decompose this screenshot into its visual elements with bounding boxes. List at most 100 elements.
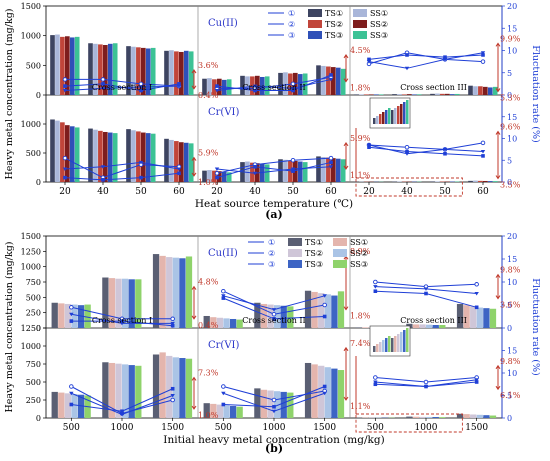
inset-bar (388, 336, 391, 352)
bar-cr-II-TS2 (216, 404, 224, 418)
bar-cu-III-TS2 (402, 94, 407, 95)
fluctuation-point (100, 165, 106, 169)
bar-cr-I-TS1 (50, 119, 55, 182)
y-tick-label: 750 (26, 278, 41, 287)
inset-bar (406, 328, 409, 352)
bar-cu-I-SS3 (135, 279, 142, 328)
annotation-arrowhead (191, 69, 197, 74)
bar-cu-III-SS1 (463, 305, 470, 328)
bar-cu-II-SS3 (302, 73, 308, 95)
bar-cr-I-TS3 (77, 394, 85, 418)
fluctuation-point (252, 171, 258, 176)
bar-cu-II-TS1 (202, 78, 207, 95)
legend-label-line: ① (288, 9, 295, 18)
x-tick-label: 20 (59, 187, 71, 197)
bar-cu-I-SS2 (65, 36, 70, 95)
legend-label-ts: TS② (325, 20, 343, 29)
bar-cu-III-SS1 (412, 324, 420, 328)
bar-cr-II-SS2 (223, 405, 230, 418)
bar-cr-I-TS2 (136, 131, 141, 182)
bar-cu-I-TS2 (98, 44, 103, 95)
y-tick-label: 1500 (21, 232, 41, 241)
bar-cr-II-TS1 (316, 156, 321, 182)
inset-bar (376, 116, 379, 124)
bar-cr-II-SS2 (293, 160, 298, 182)
bar-cr-III-SS2 (483, 180, 488, 182)
fluctuation-point (170, 316, 175, 322)
bar-cr-II-TS1 (254, 388, 261, 418)
fluctuation-point (63, 175, 67, 180)
bar-cu-II-SS2 (324, 294, 331, 328)
bar-cu-III-TS1 (392, 94, 397, 95)
x-tick-label: 50 (439, 187, 451, 197)
bar-cr-III-SS3 (439, 417, 446, 418)
bar-cr-I-SS2 (122, 364, 129, 418)
fluctuation-point (322, 391, 327, 396)
bar-cr-II-SS1 (210, 403, 217, 418)
y-tick-label: 250 (26, 396, 41, 405)
x-tick-label: 20 (363, 187, 375, 197)
bar-cu-I-TS3 (107, 43, 113, 95)
section-label: Cross section III (400, 83, 467, 92)
bar-cr-I-TS3 (179, 358, 186, 418)
fluctuation-line-3 (64, 172, 180, 181)
bar-cu-II-SS2 (223, 318, 230, 328)
fluctuation-point (404, 66, 410, 71)
fluctuation-point (253, 164, 257, 169)
annotation-arrowhead (191, 405, 197, 410)
inset-bar (382, 112, 385, 124)
annotation-arrowhead (343, 78, 349, 83)
bar-cu-II-TS2 (267, 304, 274, 328)
bar-cu-I-TS1 (102, 277, 109, 328)
bar-cr-III-TS2 (470, 414, 477, 418)
bar-cr-III-SS1 (463, 414, 470, 418)
y2-tick-label: 15 (507, 113, 517, 122)
metal-label: Cr(VI) (208, 340, 240, 351)
bar-cu-I-TS2 (115, 278, 122, 328)
y-tick-label: 750 (26, 360, 41, 369)
bar-cr-I-SS3 (150, 133, 156, 182)
panel-label: (b) (265, 442, 283, 455)
legend-label-ss: SS① (350, 238, 368, 247)
fluctuation-point (404, 144, 410, 150)
y2-tick-label: 10 (507, 135, 517, 144)
fluctuation-point (170, 321, 175, 326)
fluctuation-point (138, 160, 144, 165)
bar-cu-II-SS1 (260, 303, 268, 328)
bar-cu-II-TS3 (335, 67, 341, 95)
annotation-arrowhead (343, 141, 349, 147)
legend-swatch-TS3 (308, 31, 322, 39)
bar-cu-I-SS1 (169, 50, 174, 95)
bar-cr-I-SS3 (188, 143, 194, 182)
y2-tick-label: 0 (507, 414, 512, 423)
annotation-max: 9.8% (500, 357, 521, 366)
bar-cu-II-TS1 (203, 315, 210, 328)
bar-cu-III-SS2 (483, 86, 488, 95)
bar-cr-II-SS1 (321, 156, 326, 182)
fluctuation-point (139, 175, 143, 180)
bar-cu-II-SS1 (283, 72, 288, 95)
fluctuation-point (405, 53, 409, 57)
inset-bar (403, 330, 406, 352)
annotation-max: 8.9% (350, 247, 371, 256)
fluctuation-point (367, 57, 371, 62)
bar-cu-II-TS1 (278, 72, 283, 95)
inset-bar (400, 332, 403, 352)
bar-cr-I-SS3 (74, 127, 80, 182)
y2-tick-label: 0 (507, 178, 512, 187)
x-tick-label: 50 (135, 187, 147, 197)
fluctuation-point (101, 82, 105, 86)
bar-cu-I-SS1 (131, 46, 136, 95)
bar-cr-II-SS1 (207, 170, 212, 182)
bar-cu-I-TS3 (179, 258, 186, 328)
bar-cr-II-SS1 (311, 364, 318, 418)
x-tick-label: 1000 (111, 423, 134, 433)
y2-tick-label: 10 (507, 278, 517, 287)
annotation-arrowhead (191, 285, 197, 290)
metal-label: Cu(II) (208, 18, 238, 29)
bar-cr-I-SS2 (179, 142, 184, 182)
bar-cu-II-TS2 (250, 76, 255, 95)
bar-cu-III-TS2 (478, 86, 483, 95)
fluctuation-point (253, 88, 257, 93)
bar-cu-III-SS2 (426, 324, 433, 328)
